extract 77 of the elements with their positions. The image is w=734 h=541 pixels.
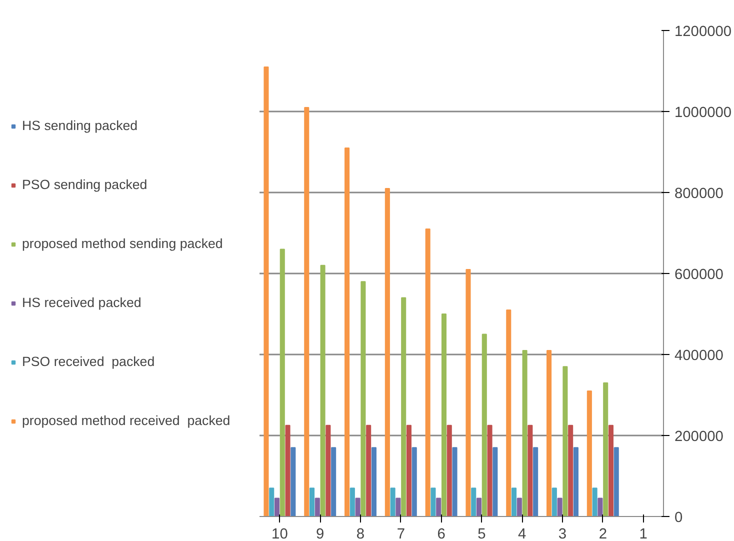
bar (412, 447, 417, 516)
bar (406, 424, 412, 516)
bar (326, 424, 331, 516)
bar (492, 447, 498, 516)
bar (568, 424, 574, 516)
bar (487, 424, 492, 516)
bar (562, 366, 568, 516)
x-tick-label: 6 (437, 526, 446, 541)
bar (592, 488, 598, 516)
bar (546, 350, 552, 516)
y-tick-label: 1000000 (674, 105, 732, 121)
bar (466, 268, 471, 516)
bar (285, 424, 290, 516)
x-tick-label: 10 (272, 526, 288, 541)
x-tick-label: 3 (558, 526, 567, 541)
bar (586, 390, 592, 516)
bar (290, 447, 296, 516)
bar (528, 424, 533, 516)
x-tick-label: 7 (396, 526, 405, 541)
bar (452, 447, 458, 516)
y-tick-label: 1200000 (674, 24, 732, 40)
bar (476, 498, 482, 516)
bar (371, 447, 376, 516)
y-tick-label: 400000 (674, 348, 724, 364)
bar (512, 488, 517, 516)
bar (436, 498, 442, 516)
bar (350, 488, 355, 516)
bar (441, 314, 447, 516)
y-tick-label: 200000 (674, 429, 724, 445)
bar (506, 309, 512, 516)
legend-label: PSO sending packed (22, 177, 148, 192)
bar (603, 382, 608, 516)
bar (269, 488, 274, 516)
bar (522, 350, 528, 516)
bar (430, 488, 436, 516)
bar (344, 147, 350, 516)
bar (355, 498, 360, 516)
bar (598, 498, 603, 516)
legend-label: HS received packed (22, 295, 142, 310)
bar (314, 498, 320, 516)
bar (360, 281, 366, 516)
bar (366, 424, 372, 516)
legend-label: HS sending packed (22, 118, 138, 133)
x-tick-label: 8 (356, 526, 365, 541)
bar (608, 424, 614, 516)
legend-label: proposed method received packed (22, 413, 230, 428)
x-tick-label: 9 (316, 526, 324, 541)
y-tick-label: 600000 (674, 267, 724, 283)
x-tick-label: 5 (478, 526, 486, 541)
bar (552, 488, 557, 516)
bar (396, 498, 401, 516)
bar (471, 488, 476, 516)
bar (573, 447, 578, 516)
bar (274, 498, 280, 516)
legend-label: PSO received packed (22, 354, 155, 369)
x-tick-label: 1 (639, 526, 648, 541)
bar (384, 188, 390, 516)
bar (264, 66, 269, 516)
bar (614, 447, 619, 516)
bar (557, 498, 562, 516)
bar (401, 297, 406, 516)
bar (425, 228, 430, 516)
bar (533, 447, 538, 516)
bar (304, 106, 310, 516)
bar (482, 334, 487, 516)
bar (331, 447, 336, 516)
x-tick-label: 2 (598, 526, 607, 541)
y-tick-label: 800000 (674, 186, 724, 202)
bar (280, 248, 285, 516)
bar (390, 488, 396, 516)
x-tick-label: 4 (518, 526, 526, 541)
bar (310, 488, 315, 516)
bar (446, 424, 452, 516)
legend-label: proposed method sending packed (22, 236, 223, 251)
y-tick-label: 0 (674, 510, 683, 526)
bar (516, 498, 522, 516)
bar (320, 264, 326, 516)
